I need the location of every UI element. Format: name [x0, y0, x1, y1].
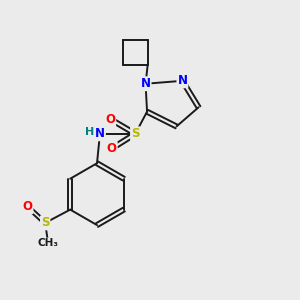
Text: O: O [22, 200, 32, 213]
Text: N: N [177, 74, 188, 87]
Text: S: S [131, 127, 140, 140]
Text: H: H [85, 127, 94, 137]
Text: N: N [95, 127, 105, 140]
Text: CH₃: CH₃ [38, 238, 58, 248]
Text: O: O [105, 112, 115, 126]
Text: N: N [141, 77, 151, 90]
Text: O: O [107, 142, 117, 155]
Text: S: S [41, 216, 50, 230]
